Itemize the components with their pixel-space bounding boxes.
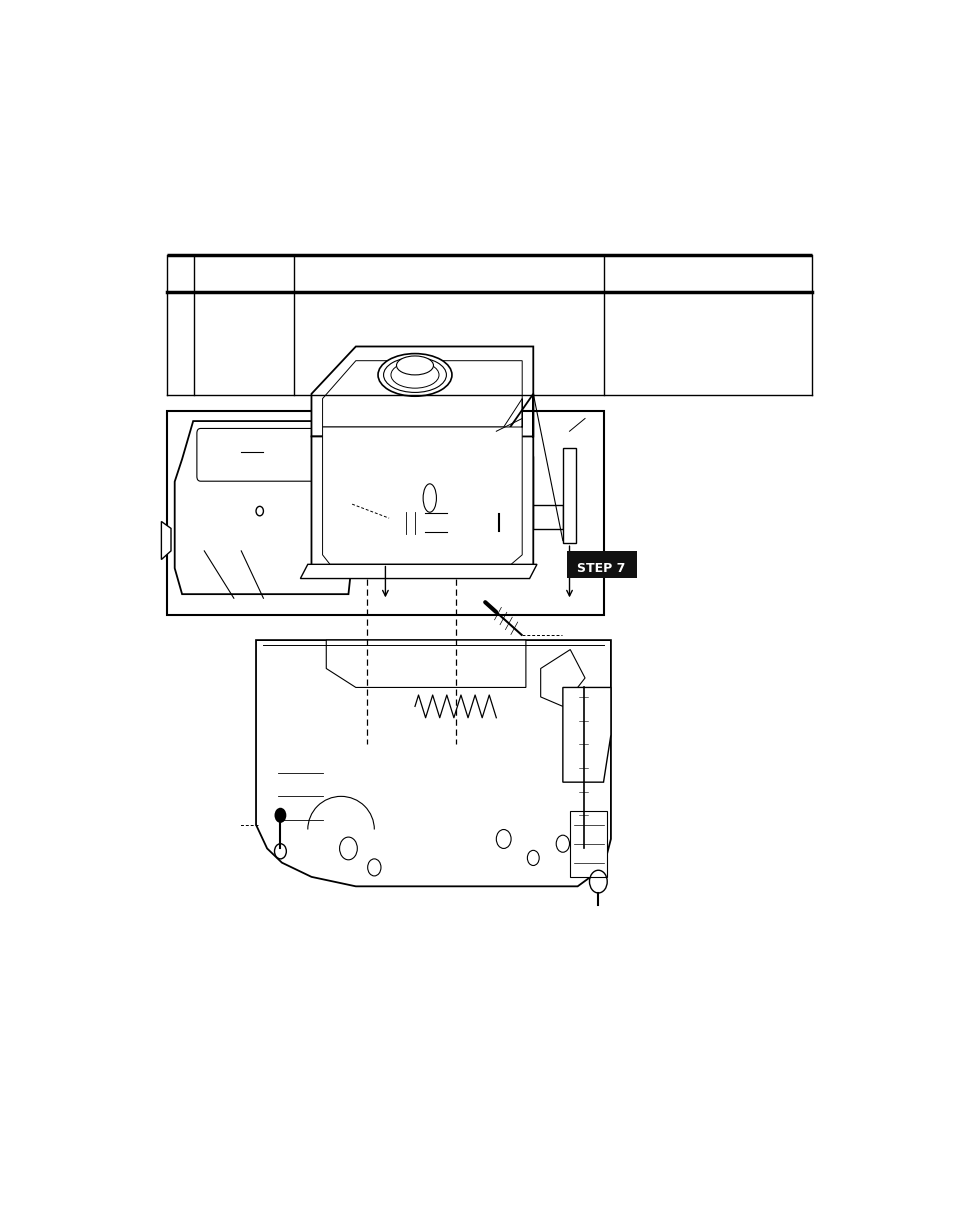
Polygon shape — [174, 421, 352, 594]
Polygon shape — [540, 649, 584, 706]
Text: STEP 7: STEP 7 — [577, 562, 625, 574]
Polygon shape — [300, 565, 537, 578]
Polygon shape — [161, 522, 171, 560]
Circle shape — [494, 445, 498, 450]
Circle shape — [383, 555, 387, 561]
FancyBboxPatch shape — [566, 551, 637, 578]
Polygon shape — [322, 360, 521, 427]
Bar — [570, 811, 607, 877]
Polygon shape — [311, 394, 533, 573]
Ellipse shape — [423, 483, 436, 512]
Bar — [533, 506, 562, 529]
Polygon shape — [562, 688, 610, 782]
FancyBboxPatch shape — [196, 428, 330, 481]
Ellipse shape — [391, 362, 438, 389]
Bar — [515, 455, 533, 529]
Polygon shape — [311, 347, 533, 437]
FancyBboxPatch shape — [395, 509, 426, 536]
Ellipse shape — [383, 358, 446, 392]
Circle shape — [274, 808, 286, 823]
Polygon shape — [322, 399, 521, 565]
Bar — [167, 411, 603, 615]
Polygon shape — [326, 640, 525, 688]
Polygon shape — [255, 640, 610, 887]
Ellipse shape — [396, 355, 433, 375]
Bar — [562, 448, 576, 544]
Circle shape — [451, 519, 456, 526]
Bar — [469, 514, 498, 531]
Ellipse shape — [377, 353, 452, 396]
